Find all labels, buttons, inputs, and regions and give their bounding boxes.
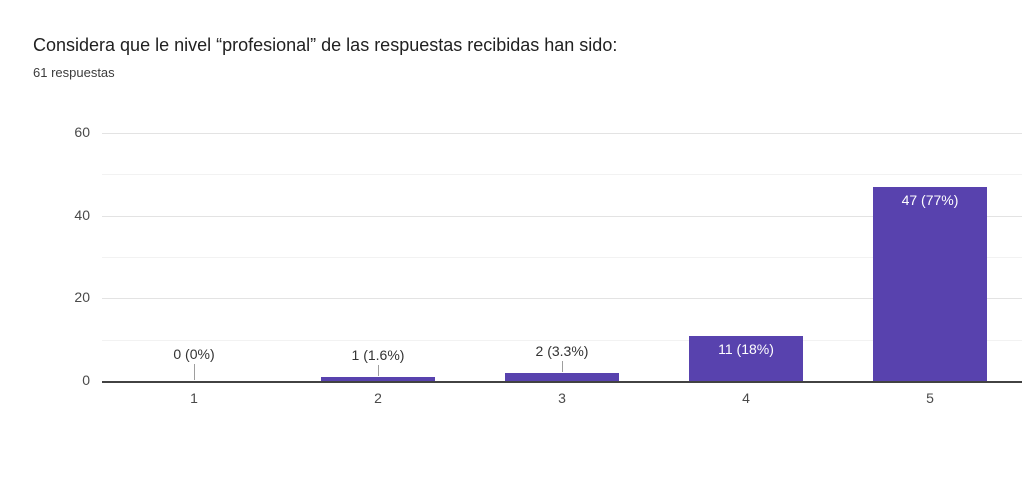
gridline-minor [102, 174, 1022, 176]
bar [689, 336, 803, 381]
y-tick-label: 20 [74, 289, 90, 306]
label-leader-line [561, 361, 563, 372]
y-tick-label: 60 [74, 124, 90, 140]
y-tick-label: 0 [82, 372, 90, 388]
bar-value-label: 0 (0%) [173, 346, 215, 362]
gridline-major [102, 133, 1022, 134]
x-tick-label: 1 [190, 390, 198, 406]
bar-value-label: 47 (77%) [901, 192, 959, 208]
response-count: 61 respuestas [33, 65, 115, 80]
bar-value-label: 2 (3.3%) [535, 343, 589, 359]
bar [321, 377, 435, 381]
x-tick-label: 2 [374, 390, 382, 406]
plot-area: 0 (0%) 1 (1.6%) 2 (3.3%) 11 (18%) 47 (77%) [102, 133, 1022, 383]
gridline-major [102, 215, 1022, 217]
x-axis-line [102, 381, 1022, 383]
gridline-minor [102, 339, 1022, 341]
bar [505, 373, 619, 381]
bar [873, 187, 987, 381]
question-title: Considera que le nivel “profesional” de … [33, 35, 618, 55]
x-tick-label: 3 [558, 390, 566, 406]
y-tick-label: 40 [74, 206, 90, 223]
x-tick-label: 4 [742, 390, 750, 406]
x-tick-label: 5 [926, 390, 934, 406]
gridline-major [102, 298, 1022, 300]
bar-value-label: 1 (1.6%) [351, 347, 405, 363]
gridline-minor [102, 257, 1022, 258]
label-leader-line [193, 364, 195, 380]
label-leader-line [377, 365, 379, 376]
bar-value-label: 11 (18%) [718, 341, 774, 357]
